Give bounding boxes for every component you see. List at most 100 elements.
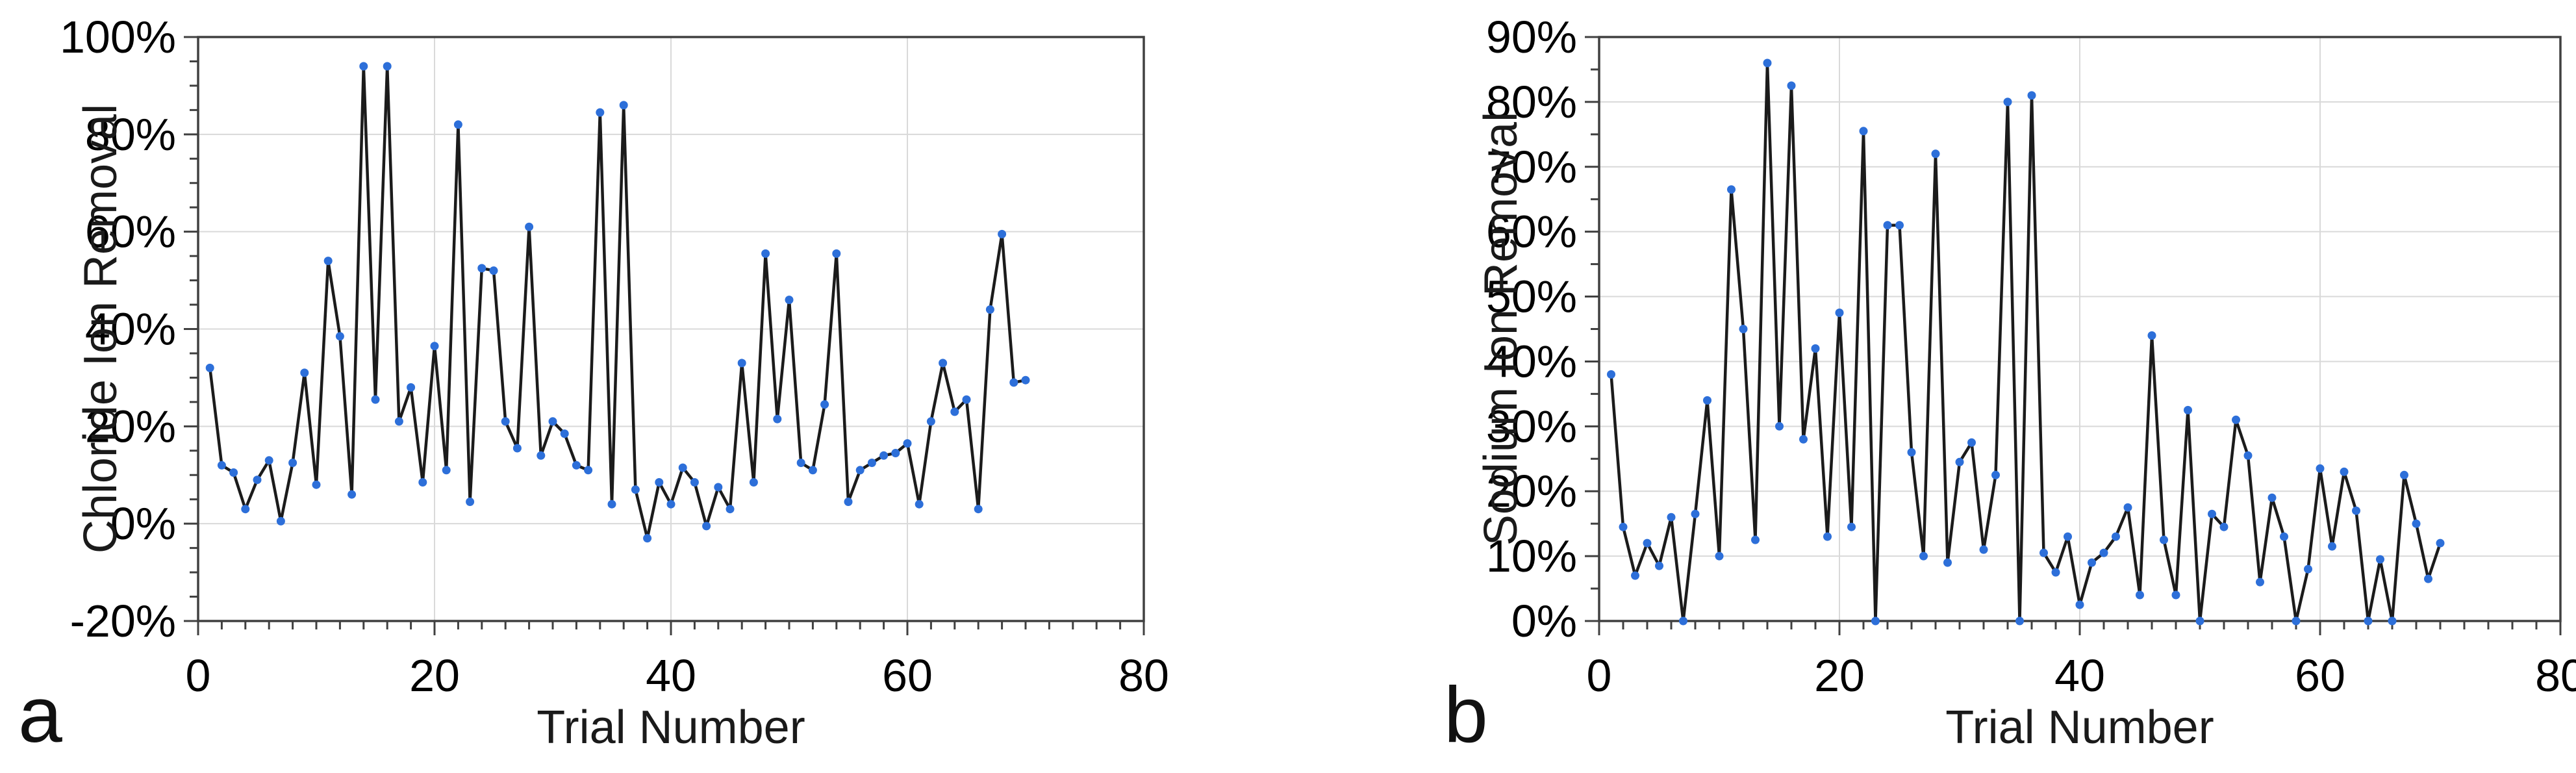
- x-tick-label: 20: [1814, 650, 1865, 701]
- chart-b-panel: 0% 10% 20% 30% 40% 50% 60% 70% 80% 90% 0 20 40 60 80 S…: [1288, 0, 2576, 773]
- y-tick-label: 70%: [1486, 142, 1577, 192]
- data-point: [335, 332, 344, 341]
- x-tick-label: 0: [1587, 650, 1612, 701]
- data-point: [749, 478, 758, 487]
- data-point: [962, 395, 971, 404]
- data-point: [2219, 522, 2229, 531]
- data-point: [1715, 551, 1724, 561]
- data-point: [2123, 503, 2132, 512]
- data-point: [1679, 616, 1687, 626]
- data-point: [1667, 513, 1676, 522]
- data-point: [2171, 590, 2180, 600]
- y-tick-label: 0%: [1511, 596, 1577, 646]
- data-point: [690, 478, 699, 487]
- data-point: [205, 363, 214, 372]
- data-point: [714, 483, 723, 492]
- data-point: [2412, 519, 2421, 528]
- series-markers: [1607, 58, 2445, 626]
- data-point: [974, 505, 983, 514]
- data-point: [702, 522, 711, 531]
- data-point: [359, 62, 368, 71]
- data-point: [1655, 561, 1663, 570]
- y-tick-label: 90%: [1486, 12, 1577, 62]
- data-point: [442, 466, 451, 475]
- data-point: [2400, 470, 2408, 479]
- data-point: [844, 498, 853, 506]
- data-point: [2328, 542, 2336, 551]
- axes-and-ticks: [184, 36, 1145, 635]
- data-point: [2340, 467, 2349, 476]
- data-point: [217, 461, 226, 470]
- y-tick-label: 30%: [1486, 401, 1577, 451]
- data-point: [407, 383, 416, 392]
- data-point: [430, 342, 439, 351]
- y-tick-label: 40%: [85, 304, 176, 355]
- data-point: [1691, 509, 1700, 518]
- data-point: [1787, 81, 1796, 90]
- data-point: [666, 500, 676, 509]
- data-point: [2376, 555, 2384, 564]
- data-point: [655, 478, 664, 487]
- data-point: [253, 475, 262, 485]
- data-point: [2003, 97, 2012, 107]
- series-markers: [205, 62, 1030, 543]
- data-point: [998, 229, 1007, 238]
- data-point: [2147, 331, 2156, 340]
- data-point: [323, 257, 333, 266]
- data-point: [2256, 577, 2264, 587]
- data-point: [1727, 185, 1736, 194]
- data-point: [1835, 309, 1844, 317]
- x-tick-label: 40: [646, 650, 696, 701]
- data-point: [288, 459, 297, 467]
- data-point: [1607, 370, 1615, 379]
- chart-a-x-axis-title: Trial Number: [537, 702, 805, 754]
- data-point: [785, 296, 794, 305]
- data-point: [2039, 548, 2048, 557]
- data-point: [607, 500, 616, 509]
- data-point: [276, 516, 285, 526]
- data-point: [1943, 558, 1952, 567]
- data-point: [512, 444, 522, 453]
- data-point: [1799, 435, 1808, 444]
- y-tick-label: 20%: [85, 401, 176, 451]
- data-point: [548, 417, 557, 426]
- data-point: [525, 222, 534, 231]
- y-tick-label: 60%: [1486, 207, 1577, 257]
- data-point: [808, 466, 817, 475]
- data-point: [879, 451, 889, 460]
- data-point: [394, 417, 403, 426]
- data-point: [1021, 375, 1030, 385]
- data-point: [1979, 545, 1988, 554]
- data-point: [926, 417, 935, 426]
- data-point: [1619, 522, 1628, 531]
- panel-label-a: a: [18, 670, 62, 759]
- data-point: [264, 456, 273, 465]
- data-point: [2136, 590, 2144, 600]
- y-tick-label: 0%: [110, 498, 176, 549]
- x-tick-label: 40: [2054, 650, 2105, 701]
- gridlines: [1599, 37, 2560, 621]
- data-point: [1631, 571, 1639, 580]
- y-tick-label: 40%: [1486, 336, 1577, 386]
- series-line: [1610, 61, 2442, 623]
- data-point: [2051, 568, 2060, 577]
- data-point: [241, 505, 250, 514]
- x-tick-label: 60: [882, 650, 933, 701]
- data-point: [2316, 464, 2325, 473]
- data-point: [347, 490, 357, 499]
- data-point: [643, 534, 652, 543]
- tick-labels: -20% 0% 20% 40% 60% 80% 100% 0 20 40 60 80: [60, 12, 1169, 701]
- y-tick-label: 100%: [60, 12, 176, 62]
- y-tick-label: -20%: [70, 596, 176, 646]
- data-point: [867, 459, 876, 467]
- y-tick-label: 80%: [85, 109, 176, 160]
- data-point: [1931, 149, 1940, 158]
- data-point: [371, 395, 380, 404]
- data-point: [2267, 493, 2277, 502]
- tick-labels: 0% 10% 20% 30% 40% 50% 60% 70% 80% 90% 0 20 40 60 80: [1486, 12, 2576, 701]
- data-point: [619, 101, 628, 110]
- data-point: [1847, 522, 1856, 531]
- y-tick-label: 10%: [1486, 531, 1577, 581]
- series-line: [208, 64, 1028, 540]
- data-point: [1643, 539, 1652, 548]
